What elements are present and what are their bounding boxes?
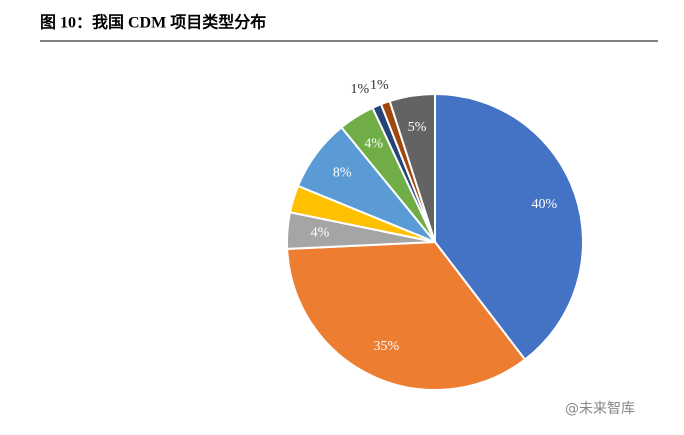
pie-slice [388, 92, 436, 243]
slice-label: 40% [532, 197, 558, 212]
slice-label: 5% [408, 120, 427, 135]
slice-label: 4% [311, 225, 330, 240]
pie-slice [286, 240, 527, 391]
slice-label: 8% [333, 165, 352, 180]
slice-label: 4% [364, 136, 383, 151]
slice-label: 1% [370, 78, 389, 93]
watermark: @未来智库 [565, 401, 635, 417]
pie-slice [434, 92, 584, 361]
slice-label: 1% [350, 82, 369, 97]
chart-title: 图 10：我国 CDM 项目类型分布 [40, 13, 266, 32]
slice-label: 35% [373, 339, 399, 354]
